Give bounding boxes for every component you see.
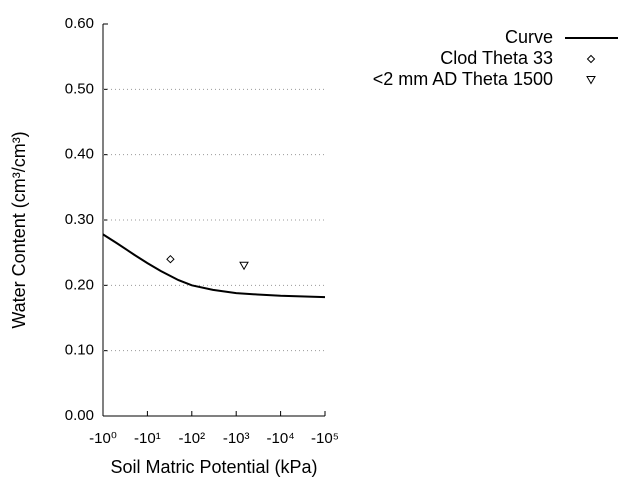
x-axis-label: Soil Matric Potential (kPa) [110,457,317,477]
data-point [239,261,249,271]
y-tick-label: 0.30 [65,211,94,228]
y-tick-label: 0.20 [65,276,94,293]
legend-label: <2 mm AD Theta 1500 [373,69,553,89]
legend-symbol [586,54,596,64]
x-tick-label: -10⁵ [311,430,339,447]
x-tick-label: -10¹ [134,430,161,447]
legend-label: Curve [505,27,553,47]
y-tick-label: 0.50 [65,80,94,97]
y-tick-label: 0.60 [65,15,94,32]
x-tick-label: -10⁰ [89,430,117,447]
y-axis-label: Water Content (cm³/cm³) [9,131,29,328]
data-point [166,254,175,264]
x-tick-label: -10⁴ [267,430,295,447]
x-tick-label: -10³ [223,430,250,447]
x-tick-label: -10² [178,430,205,447]
y-tick-label: 0.10 [65,342,94,359]
y-tick-label: 0.40 [65,146,94,163]
legend-symbol [586,76,596,85]
legend-label: Clod Theta 33 [440,48,553,68]
y-tick-label: 0.00 [65,407,94,424]
curve [102,233,326,299]
